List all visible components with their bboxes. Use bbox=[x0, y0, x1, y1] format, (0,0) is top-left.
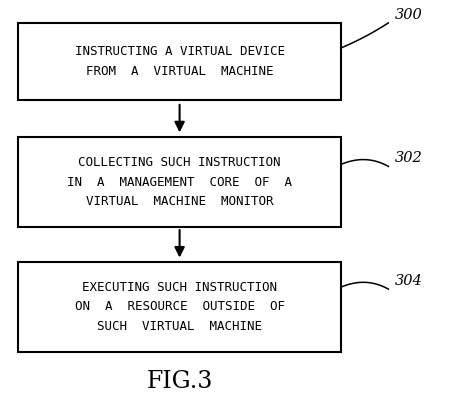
Bar bbox=[18, 23, 341, 100]
Text: FIG.3: FIG.3 bbox=[146, 370, 213, 393]
Text: 302: 302 bbox=[395, 151, 423, 165]
Text: COLLECTING SUCH INSTRUCTION
IN  A  MANAGEMENT  CORE  OF  A
VIRTUAL  MACHINE  MON: COLLECTING SUCH INSTRUCTION IN A MANAGEM… bbox=[67, 156, 292, 208]
Bar bbox=[18, 137, 341, 227]
Text: INSTRUCTING A VIRTUAL DEVICE
FROM  A  VIRTUAL  MACHINE: INSTRUCTING A VIRTUAL DEVICE FROM A VIRT… bbox=[75, 45, 285, 78]
Text: 304: 304 bbox=[395, 274, 423, 288]
Text: 300: 300 bbox=[395, 7, 423, 22]
Bar bbox=[18, 262, 341, 352]
Text: EXECUTING SUCH INSTRUCTION
ON  A  RESOURCE  OUTSIDE  OF
SUCH  VIRTUAL  MACHINE: EXECUTING SUCH INSTRUCTION ON A RESOURCE… bbox=[75, 281, 285, 333]
